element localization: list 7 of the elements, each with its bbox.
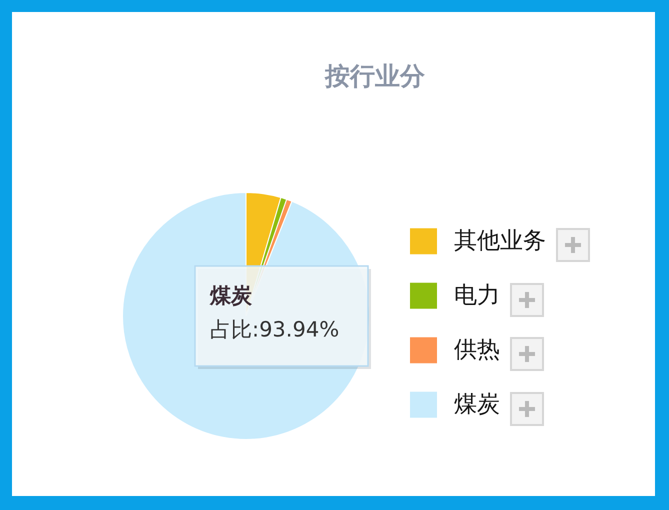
legend-label: 煤炭: [454, 392, 500, 418]
legend-label: 电力: [454, 282, 500, 309]
text: 煤炭: [209, 283, 253, 308]
text: 占比:93.94%: [210, 317, 340, 342]
legend-label: 其他业务: [454, 228, 546, 254]
legend-label: 供热: [454, 337, 500, 364]
chart-title: 按行业分: [324, 62, 426, 90]
